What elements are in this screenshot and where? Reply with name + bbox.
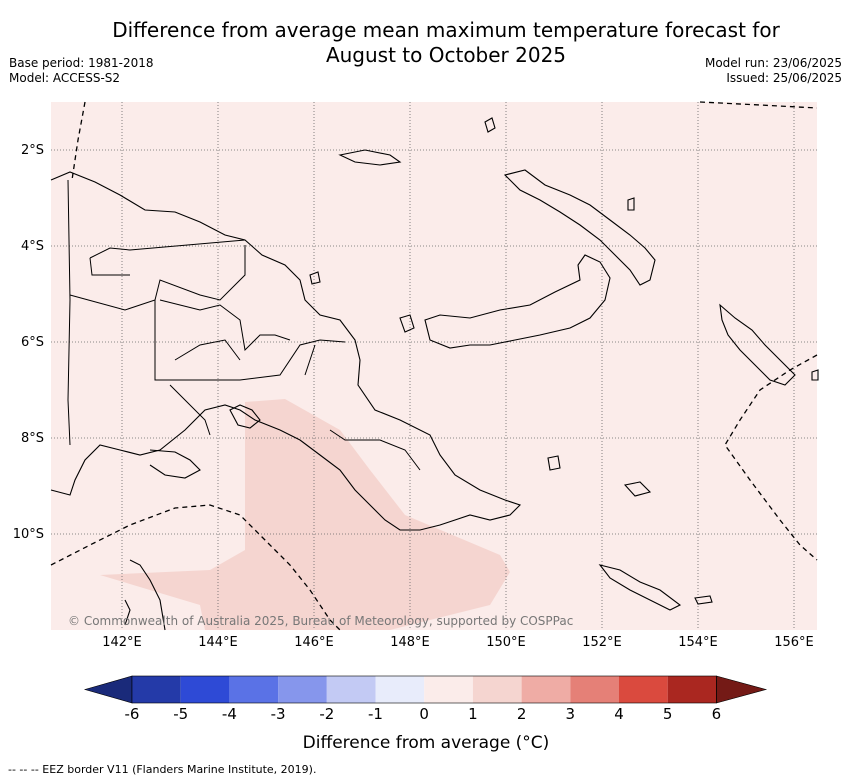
anomaly-patch xyxy=(100,399,510,630)
lon-label-142e: 142°E xyxy=(102,635,142,650)
colorbar-segment xyxy=(132,676,181,703)
lon-label-152e: 152°E xyxy=(582,635,622,650)
colorbar-tick-label: 6 xyxy=(711,705,722,723)
lat-label-2s: 2°S xyxy=(20,143,44,158)
map-title: Difference from average mean maximum tem… xyxy=(0,18,850,68)
model-name: Model: ACCESS-S2 xyxy=(9,71,121,85)
colorbar-tick-label: 0 xyxy=(419,705,429,723)
colorbar-segment xyxy=(472,676,522,703)
copyright-notice: © Commonwealth of Australia 2025, Bureau… xyxy=(68,614,574,628)
lon-label-150e: 150°E xyxy=(486,635,526,650)
new-ireland-coast xyxy=(503,169,656,286)
colorbar-tick-label: 2 xyxy=(516,705,527,723)
new-guinea-coast xyxy=(50,171,522,531)
colorbar-tick-label: -6 xyxy=(124,705,140,723)
gridlines xyxy=(51,102,817,630)
colorbar-tick-label: 1 xyxy=(468,705,478,723)
colorbar-tick-label: 5 xyxy=(662,705,673,723)
colorbar-tick-label: -1 xyxy=(368,705,383,723)
lat-label-6s: 6°S xyxy=(20,335,44,350)
meta-right: Model run: 23/06/2025 Issued: 25/06/2025 xyxy=(705,56,842,86)
colorbar-segment xyxy=(326,676,376,703)
lat-label-4s: 4°S xyxy=(20,239,44,254)
eez-borders xyxy=(50,101,818,631)
colorbar-tick-label: 4 xyxy=(614,705,624,723)
bougainville-coast xyxy=(719,303,796,386)
new-britain-coast xyxy=(424,254,611,349)
lon-label-148e: 148°E xyxy=(390,635,430,650)
colorbar-tick-label: -5 xyxy=(173,705,189,723)
issued-date: Issued: 25/06/2025 xyxy=(726,71,842,85)
colorbar-extend-low xyxy=(83,675,133,704)
colorbar-outline xyxy=(131,675,717,704)
model-run: Model run: 23/06/2025 xyxy=(704,56,842,70)
colorbar-tick-label: -3 xyxy=(270,705,286,723)
colorbar-segment xyxy=(180,676,230,703)
colorbar-segment xyxy=(570,676,619,703)
colorbar-segment xyxy=(424,676,473,703)
colorbar-segment xyxy=(521,676,571,703)
colorbar xyxy=(83,675,768,704)
colorbar-segment xyxy=(229,676,279,703)
lon-label-146e: 146°E xyxy=(294,635,334,650)
colorbar-tick-label: -4 xyxy=(221,705,237,723)
coastlines xyxy=(50,117,819,631)
colorbar-tick-label: -2 xyxy=(319,705,335,723)
title-line-2: August to October 2025 xyxy=(325,43,567,67)
colorbar-segment xyxy=(667,676,717,703)
base-period: Base period: 1981-2018 xyxy=(9,56,154,70)
colorbar-extend-high xyxy=(716,675,768,704)
lat-label-10s: 10°S xyxy=(12,527,44,542)
colorbar-title: Difference from average (°C) xyxy=(302,733,550,753)
lon-label-154e: 154°E xyxy=(678,635,718,650)
colorbar-segment xyxy=(375,676,425,703)
lat-label-8s: 8°S xyxy=(20,431,44,446)
lon-label-144e: 144°E xyxy=(198,635,238,650)
colorbar-segment xyxy=(278,676,327,703)
lon-label-156e: 156°E xyxy=(774,635,814,650)
colorbar-tick-label: 3 xyxy=(565,705,576,723)
colorbar-segment xyxy=(619,676,668,703)
title-line-1: Difference from average mean maximum tem… xyxy=(112,18,780,42)
border-png-indonesia xyxy=(67,179,71,446)
eez-footnote: -- -- -- EEZ border V11 (Flanders Marine… xyxy=(8,763,317,776)
borders xyxy=(67,179,421,471)
meta-left: Base period: 1981-2018 Model: ACCESS-S2 xyxy=(9,56,154,86)
